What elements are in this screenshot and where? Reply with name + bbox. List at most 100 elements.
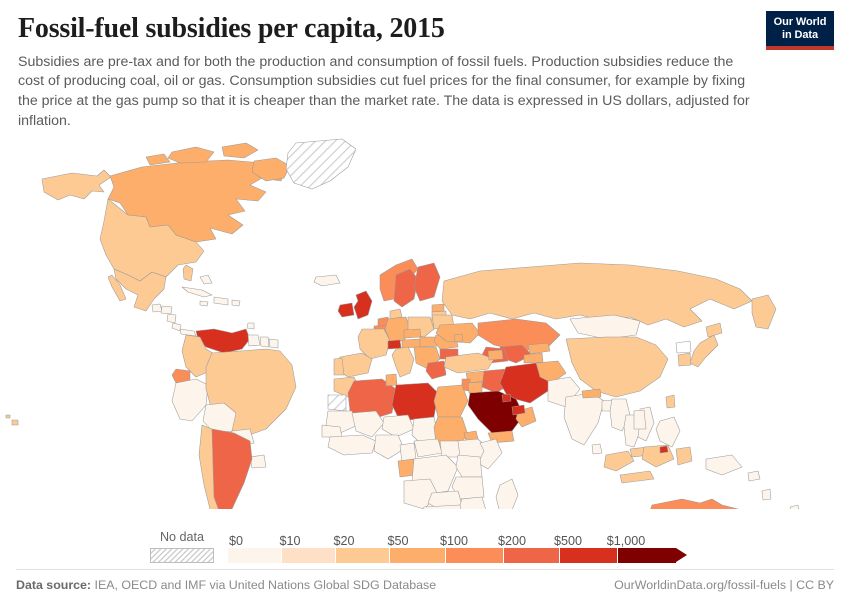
country-switzerland[interactable] (387, 339, 402, 350)
country-sri-lanka[interactable] (591, 443, 603, 455)
country-brunei[interactable] (659, 445, 669, 454)
country-estonia[interactable] (431, 303, 445, 313)
country-french-guiana[interactable] (268, 338, 279, 349)
country-kuwait-qatar[interactable] (501, 393, 512, 403)
country-jamaica[interactable] (199, 300, 209, 307)
country-vanuatu[interactable] (761, 488, 772, 501)
country-australia[interactable] (646, 498, 744, 510)
legend-color-bar[interactable] (228, 548, 687, 563)
legend-bin-0[interactable] (228, 548, 282, 563)
country-panama[interactable] (179, 328, 197, 337)
country-south-sudan[interactable] (439, 440, 461, 458)
country-hawaii-2[interactable] (11, 419, 19, 426)
country-solomon-islands[interactable] (747, 470, 761, 482)
country-mexico-baja[interactable] (107, 274, 127, 302)
country-guyana[interactable] (247, 334, 261, 347)
country-bahamas[interactable] (199, 274, 213, 285)
country-japan-hokkaido[interactable] (705, 322, 723, 338)
footer-link[interactable]: OurWorldinData.org/fossil-fuels | CC BY (614, 578, 834, 592)
country-north-korea[interactable] (675, 340, 692, 354)
legend-no-data[interactable]: No data (150, 530, 214, 563)
country-argentina[interactable] (211, 428, 253, 510)
country-united-states-florida[interactable] (182, 264, 194, 282)
country-jordan[interactable] (467, 381, 483, 394)
country-portugal[interactable] (333, 357, 345, 376)
country-mozambique[interactable] (458, 496, 488, 510)
country-nepal[interactable] (581, 388, 602, 399)
legend-bin-5[interactable] (504, 548, 560, 563)
country-fiji[interactable] (789, 504, 799, 510)
legend-bin-2[interactable] (336, 548, 390, 563)
legend-bin-4[interactable] (446, 548, 504, 563)
country-papua-new-guinea[interactable] (705, 454, 743, 476)
country-canada-baffin[interactable] (251, 157, 291, 182)
country-canada-arctic-2[interactable] (221, 142, 259, 159)
country-tunisia[interactable] (385, 373, 398, 387)
country-car[interactable] (413, 438, 443, 458)
country-mongolia[interactable] (569, 314, 641, 340)
owid-logo[interactable]: Our World in Data (766, 11, 834, 50)
country-taiwan[interactable] (665, 394, 676, 409)
country-mexico[interactable] (113, 268, 167, 312)
country-china[interactable] (565, 336, 669, 398)
country-philippines[interactable] (655, 416, 681, 448)
country-georgia-armenia[interactable] (487, 349, 504, 361)
country-ukraine[interactable] (435, 322, 481, 344)
country-indonesia-sulawesi[interactable] (675, 446, 693, 466)
country-denmark[interactable] (389, 308, 403, 320)
country-laos-cambodia[interactable] (633, 409, 647, 430)
country-united-kingdom[interactable] (353, 290, 373, 320)
country-alaska[interactable] (41, 169, 112, 201)
country-sweden[interactable] (393, 268, 419, 308)
country-honduras[interactable] (160, 305, 173, 315)
country-indonesia-borneo[interactable] (641, 444, 675, 468)
country-south-korea[interactable] (677, 352, 692, 367)
country-hispaniola[interactable] (213, 296, 229, 306)
country-japan[interactable] (689, 334, 719, 368)
country-nicaragua[interactable] (166, 313, 177, 324)
legend-bin-3[interactable] (390, 548, 446, 563)
country-canada-arctic-3[interactable] (145, 153, 171, 166)
country-nigeria[interactable] (373, 434, 405, 460)
legend-bin-6[interactable] (560, 548, 618, 563)
country-peru[interactable] (171, 378, 209, 422)
country-uae[interactable] (511, 404, 526, 416)
country-suriname[interactable] (259, 336, 270, 348)
country-iceland[interactable] (313, 274, 341, 287)
country-cuba[interactable] (181, 286, 213, 298)
country-zimbabwe-botswana[interactable] (418, 504, 464, 510)
country-kyrgyzstan[interactable] (527, 342, 551, 355)
country-uruguay[interactable] (249, 454, 267, 469)
legend-bin-1[interactable] (282, 548, 336, 563)
country-uganda-kenya[interactable] (455, 454, 483, 478)
country-turkey[interactable] (443, 352, 495, 374)
country-indonesia-java[interactable] (619, 470, 655, 484)
country-egypt[interactable] (433, 384, 469, 418)
country-mali[interactable] (351, 410, 385, 438)
country-indonesia-sumatra[interactable] (603, 450, 635, 472)
country-canada-arctic-1[interactable] (167, 146, 215, 164)
country-greenland[interactable] (285, 138, 357, 190)
country-libya[interactable] (391, 382, 439, 422)
world-map-svg[interactable] (0, 129, 850, 510)
country-russia[interactable] (441, 262, 753, 328)
legend-no-data-swatch[interactable] (150, 548, 214, 563)
country-moldova[interactable] (453, 333, 464, 343)
legend-bin-7[interactable] (618, 548, 676, 563)
choropleth-map[interactable] (0, 135, 850, 511)
country-puerto-rico[interactable] (231, 299, 241, 307)
country-india[interactable] (563, 392, 605, 446)
country-ireland[interactable] (337, 302, 355, 318)
country-france[interactable] (357, 328, 391, 360)
country-italy[interactable] (391, 346, 415, 378)
country-western-sahara[interactable] (327, 394, 347, 412)
country-afghanistan[interactable] (535, 360, 567, 384)
country-west-africa-coast[interactable] (327, 434, 377, 456)
country-united-states[interactable] (99, 198, 205, 282)
country-russia-kamchatka[interactable] (751, 294, 777, 330)
country-trinidad[interactable] (246, 322, 255, 330)
country-madagascar[interactable] (495, 478, 519, 510)
country-somalia[interactable] (477, 438, 503, 470)
country-guatemala[interactable] (151, 303, 163, 313)
country-finland[interactable] (413, 262, 441, 302)
